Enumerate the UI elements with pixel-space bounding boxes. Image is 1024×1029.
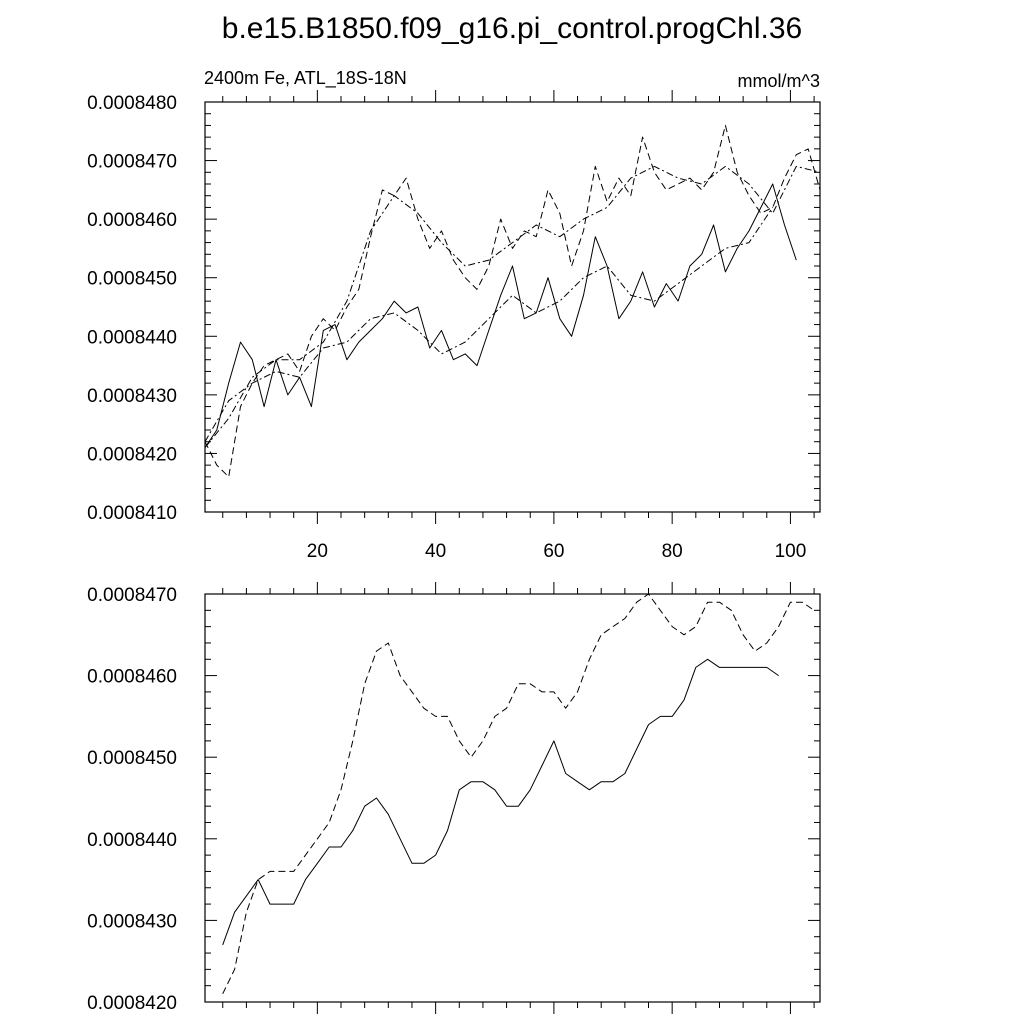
- panel-top: 20 40 60 80 100 0.0008410 0.0008420 0.0008430 0.…: [87, 90, 821, 562]
- y-tick-label: 0.0008420: [87, 444, 177, 465]
- y-tick-label: 0.0008470: [87, 585, 177, 606]
- series-line-1: [222, 658, 779, 946]
- y-tick-label: 0.0008420: [87, 993, 177, 1014]
- panel1-subtitle-left: 2400m Fe, ATL_18S-18N: [204, 68, 407, 89]
- x-tick-label: 40: [425, 541, 446, 562]
- y-tick-label: 0.0008460: [87, 667, 177, 688]
- y-tick-label: 0.0008440: [87, 327, 177, 348]
- figure-title: b.e15.B1850.f09_g16.pi_control.progChl.3…: [222, 12, 802, 45]
- panel1-subtitle-right: mmol/m^3: [738, 71, 820, 91]
- x-tick-label: 20: [307, 541, 328, 562]
- x-tick-label: 100: [775, 541, 807, 562]
- y-tick-label: 0.0008480: [87, 93, 177, 114]
- y-tick-label: 0.0008430: [87, 386, 177, 407]
- y-tick-label: 0.0008450: [87, 748, 177, 769]
- y-tick-label: 0.0008450: [87, 269, 177, 290]
- panel-bottom: 0.0008420 0.0008430 0.0008440 0.0008450 0.00…: [87, 582, 821, 1014]
- y-tick-label: 0.0008410: [87, 503, 177, 524]
- y-tick-label: 0.0008460: [87, 210, 177, 231]
- y-tick-label: 0.0008470: [87, 152, 177, 173]
- x-tick-label: 80: [662, 541, 683, 562]
- series-line-2: [204, 124, 821, 478]
- series-line-1: [204, 183, 797, 448]
- series-line-4: [204, 165, 821, 448]
- x-tick-label: 60: [543, 541, 564, 562]
- y-tick-label: 0.0008440: [87, 830, 177, 851]
- series-line-3: [204, 207, 774, 442]
- plot-frame: [204, 593, 821, 1003]
- series-line-2: [222, 593, 815, 995]
- plot-frame: [204, 101, 821, 513]
- y-tick-label: 0.0008430: [87, 911, 177, 932]
